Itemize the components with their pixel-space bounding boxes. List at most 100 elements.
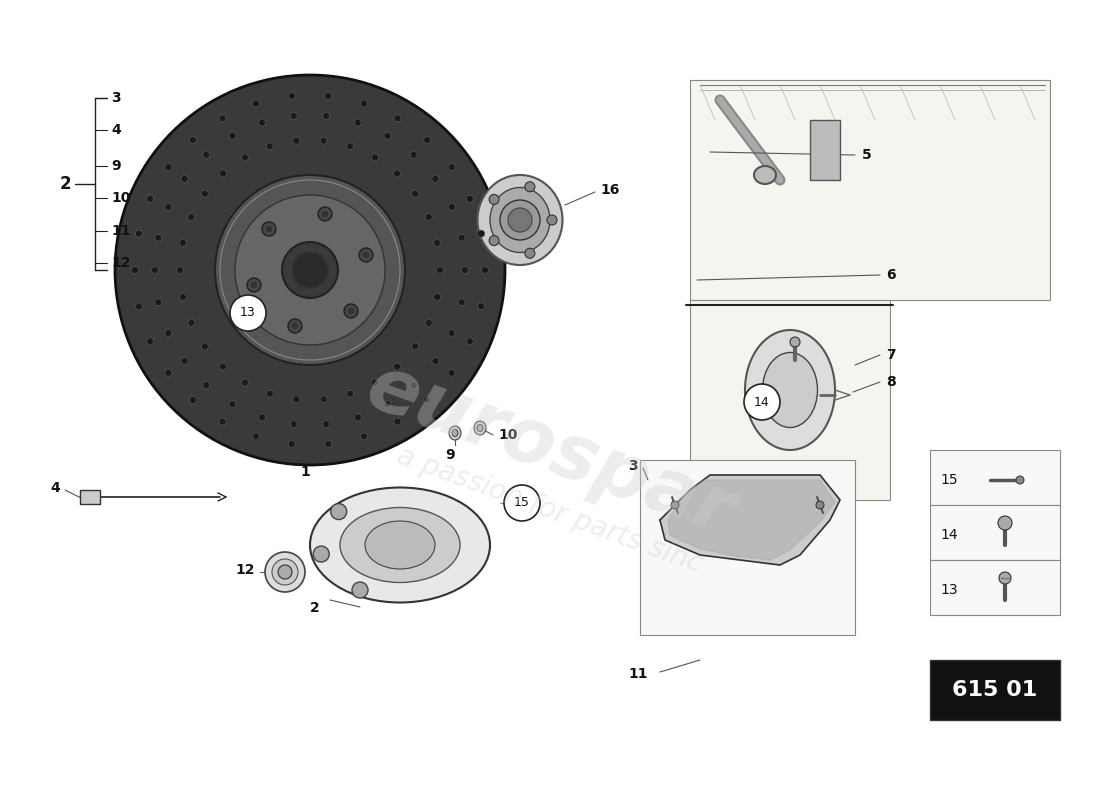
Bar <box>690 80 1050 300</box>
Circle shape <box>384 401 390 408</box>
Text: 13: 13 <box>940 583 958 597</box>
Circle shape <box>220 170 227 177</box>
Circle shape <box>816 501 824 509</box>
Text: 10: 10 <box>111 191 131 205</box>
Circle shape <box>266 390 273 397</box>
Circle shape <box>477 303 485 310</box>
Ellipse shape <box>474 421 486 435</box>
Ellipse shape <box>449 426 461 440</box>
Circle shape <box>410 151 417 158</box>
Ellipse shape <box>745 330 835 450</box>
Circle shape <box>346 390 354 397</box>
Circle shape <box>477 230 485 237</box>
Text: 5: 5 <box>862 148 871 162</box>
Circle shape <box>293 138 300 144</box>
Text: 12: 12 <box>111 256 131 270</box>
Circle shape <box>394 115 402 122</box>
Text: 3: 3 <box>111 91 121 105</box>
Text: 9: 9 <box>111 159 121 173</box>
Circle shape <box>362 251 370 259</box>
Circle shape <box>258 414 265 421</box>
Circle shape <box>448 164 455 170</box>
Circle shape <box>361 433 367 440</box>
Circle shape <box>448 203 455 210</box>
Text: 15: 15 <box>940 473 958 487</box>
Circle shape <box>165 203 172 210</box>
Circle shape <box>346 307 355 315</box>
Text: eurospar: eurospar <box>356 350 744 550</box>
Circle shape <box>508 208 532 232</box>
Text: 4: 4 <box>111 123 121 137</box>
Circle shape <box>354 119 362 126</box>
Ellipse shape <box>272 559 298 585</box>
Bar <box>930 505 1060 560</box>
Circle shape <box>790 337 800 347</box>
Circle shape <box>324 441 332 447</box>
Circle shape <box>262 222 276 236</box>
Circle shape <box>179 294 186 301</box>
Text: 11: 11 <box>628 667 648 681</box>
Circle shape <box>424 137 430 143</box>
Circle shape <box>202 382 210 389</box>
Circle shape <box>490 194 499 205</box>
Circle shape <box>525 182 535 192</box>
Circle shape <box>201 343 208 350</box>
Circle shape <box>182 358 188 365</box>
Circle shape <box>504 485 540 521</box>
Circle shape <box>132 266 139 274</box>
Circle shape <box>288 319 302 333</box>
Circle shape <box>354 414 362 421</box>
Circle shape <box>410 382 417 389</box>
Circle shape <box>437 266 443 274</box>
Circle shape <box>424 397 430 403</box>
Circle shape <box>220 363 227 370</box>
Circle shape <box>322 421 330 428</box>
Circle shape <box>116 75 505 465</box>
Ellipse shape <box>762 353 817 427</box>
Circle shape <box>182 175 188 182</box>
Circle shape <box>394 170 400 177</box>
Circle shape <box>201 190 208 197</box>
Circle shape <box>219 418 225 425</box>
Circle shape <box>320 138 327 144</box>
Circle shape <box>322 112 330 119</box>
Text: 10: 10 <box>498 428 517 442</box>
Circle shape <box>411 343 419 350</box>
Circle shape <box>448 330 455 337</box>
Circle shape <box>242 154 249 161</box>
Circle shape <box>359 248 373 262</box>
Ellipse shape <box>477 425 483 431</box>
Ellipse shape <box>452 430 458 437</box>
Circle shape <box>214 175 405 365</box>
Ellipse shape <box>340 507 460 582</box>
Circle shape <box>250 281 258 289</box>
Bar <box>810 120 840 180</box>
Circle shape <box>462 266 469 274</box>
Circle shape <box>146 195 154 202</box>
Text: 615 01: 615 01 <box>953 680 1037 700</box>
Circle shape <box>135 230 142 237</box>
Circle shape <box>202 151 210 158</box>
Circle shape <box>290 421 297 428</box>
Circle shape <box>189 137 197 143</box>
Circle shape <box>466 338 473 345</box>
Circle shape <box>292 322 299 330</box>
Ellipse shape <box>754 166 776 184</box>
Ellipse shape <box>310 487 490 602</box>
Circle shape <box>265 225 273 233</box>
Ellipse shape <box>477 175 562 265</box>
Circle shape <box>448 370 455 376</box>
Polygon shape <box>668 480 835 560</box>
Text: 15: 15 <box>514 497 530 510</box>
Circle shape <box>394 363 400 370</box>
Circle shape <box>288 93 295 99</box>
Circle shape <box>165 370 172 376</box>
Text: 1: 1 <box>300 465 310 479</box>
Circle shape <box>458 234 465 242</box>
Circle shape <box>155 234 162 242</box>
Circle shape <box>179 239 186 246</box>
Bar <box>640 460 855 635</box>
Circle shape <box>282 242 338 298</box>
Circle shape <box>490 235 499 246</box>
Circle shape <box>266 143 273 150</box>
